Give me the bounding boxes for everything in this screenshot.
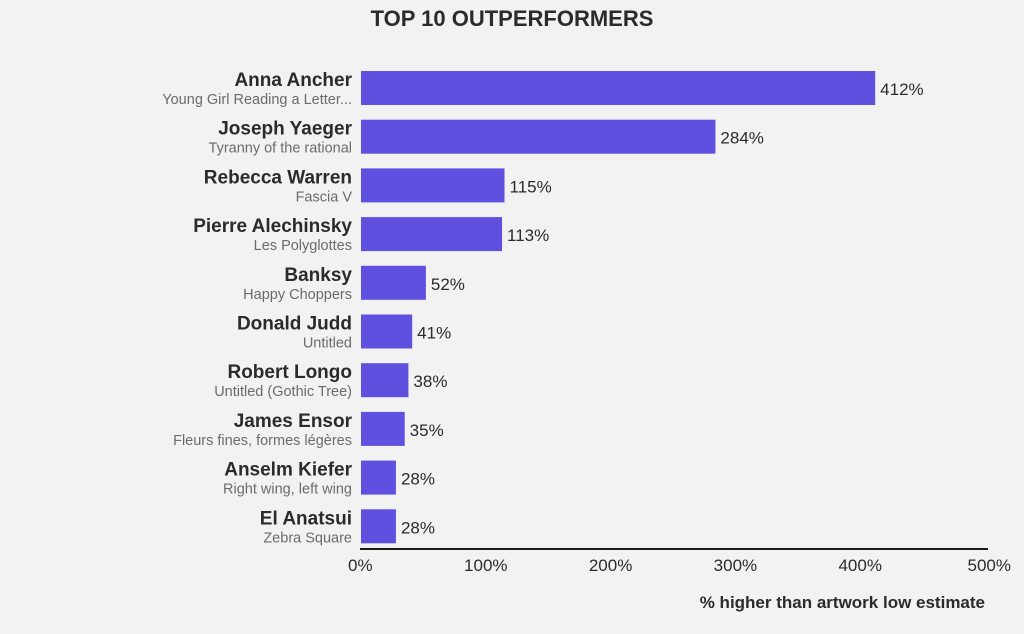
value-label: 284% bbox=[720, 129, 763, 148]
x-tick-label: 500% bbox=[968, 556, 1011, 575]
value-label: 412% bbox=[880, 80, 923, 99]
value-label: 115% bbox=[510, 177, 552, 196]
artist-label: Anselm Kiefer bbox=[224, 460, 352, 481]
artwork-label: Les Polyglottes bbox=[254, 238, 352, 254]
value-label: 41% bbox=[417, 324, 451, 343]
artist-label: El Anatsui bbox=[260, 508, 352, 529]
value-label: 35% bbox=[410, 421, 444, 440]
artist-label: Donald Judd bbox=[237, 314, 352, 335]
chart-title: TOP 10 OUTPERFORMERS bbox=[371, 6, 654, 31]
artwork-label: Zebra Square bbox=[263, 530, 352, 546]
x-tick-label: 200% bbox=[589, 556, 632, 575]
value-label: 38% bbox=[413, 372, 447, 391]
value-label: 28% bbox=[401, 518, 435, 537]
artwork-label: Fleurs fines, formes légères bbox=[173, 433, 352, 449]
artwork-label: Right wing, left wing bbox=[223, 482, 352, 498]
artwork-label: Untitled (Gothic Tree) bbox=[214, 384, 352, 400]
artist-label: Joseph Yaeger bbox=[218, 119, 352, 140]
bar bbox=[361, 119, 716, 154]
bar bbox=[361, 217, 503, 252]
x-tick-label: 0% bbox=[348, 556, 373, 575]
artist-label: Banksy bbox=[284, 265, 352, 286]
artwork-label: Fascia V bbox=[296, 189, 353, 205]
artist-label: Anna Ancher bbox=[234, 70, 352, 91]
value-label: 28% bbox=[401, 470, 435, 489]
value-label: 113% bbox=[507, 226, 549, 245]
artist-label: Pierre Alechinsky bbox=[193, 216, 352, 237]
bar bbox=[361, 509, 396, 544]
x-tick-label: 400% bbox=[838, 556, 881, 575]
bar bbox=[361, 363, 409, 398]
artist-label: James Ensor bbox=[234, 411, 353, 432]
artist-label: Robert Longo bbox=[227, 362, 352, 383]
bar bbox=[361, 460, 396, 495]
artwork-label: Happy Choppers bbox=[243, 287, 352, 303]
value-label: 52% bbox=[431, 275, 465, 294]
artwork-label: Tyranny of the rational bbox=[209, 141, 352, 157]
artist-label: Rebecca Warren bbox=[204, 167, 352, 188]
bar bbox=[361, 314, 413, 349]
bar bbox=[361, 265, 426, 300]
artwork-label: Untitled bbox=[303, 336, 352, 352]
bar bbox=[361, 71, 876, 105]
x-axis-title: % higher than artwork low estimate bbox=[700, 593, 985, 612]
x-axis-ticks: 0% 100% 200% 300% 400% 500% bbox=[348, 556, 1011, 575]
x-tick-label: 100% bbox=[464, 556, 507, 575]
bar bbox=[361, 411, 405, 446]
x-tick-label: 300% bbox=[714, 556, 757, 575]
artwork-label: Young Girl Reading a Letter... bbox=[162, 92, 352, 108]
bar bbox=[361, 168, 505, 203]
